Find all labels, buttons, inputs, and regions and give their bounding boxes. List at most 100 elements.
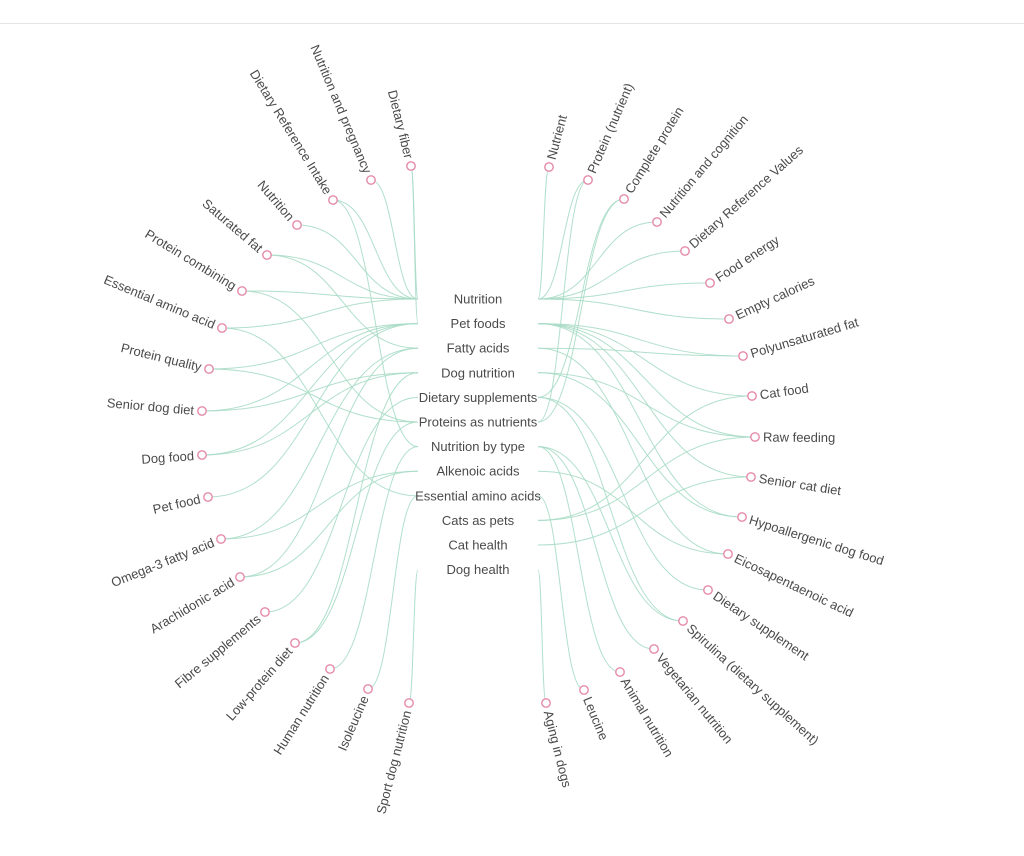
node-dot-dietary-reference-intake[interactable]: [328, 195, 338, 205]
node-dot-fibre-supplements[interactable]: [260, 607, 270, 617]
node-dot-nutrition[interactable]: [292, 220, 302, 230]
node-label[interactable]: Arachidonic acid: [147, 575, 237, 637]
node-label[interactable]: Senior dog diet: [106, 395, 195, 418]
node-nutrition-and-pregnancy[interactable]: Nutrition and pregnancy: [307, 42, 375, 176]
node-protein-quality[interactable]: Protein quality: [119, 340, 203, 374]
node-label[interactable]: Protein quality: [119, 340, 203, 374]
node-saturated-fat[interactable]: Saturated fat: [199, 196, 266, 256]
node-dietary-reference-intake[interactable]: Dietary Reference Intake: [247, 67, 335, 197]
hub-cat-health[interactable]: Cat health: [448, 538, 507, 553]
node-arachidonic-acid[interactable]: Arachidonic acid: [147, 575, 237, 637]
node-dot-protein-nutrient[interactable]: [583, 175, 593, 185]
node-label[interactable]: Hypoallergenic dog food: [747, 512, 885, 568]
node-dietary-fiber[interactable]: Dietary fiber: [385, 88, 417, 160]
node-label[interactable]: Human nutrition: [270, 672, 332, 758]
node-fibre-supplements[interactable]: Fibre supplements: [172, 611, 264, 691]
hub-dietary-supplements[interactable]: Dietary supplements: [419, 390, 538, 405]
node-human-nutrition[interactable]: Human nutrition: [270, 672, 332, 758]
node-dot-pet-food[interactable]: [203, 492, 213, 502]
hub-nutrition[interactable]: Nutrition: [454, 292, 502, 307]
node-label[interactable]: Cat food: [759, 381, 810, 403]
node-label[interactable]: Dog food: [141, 448, 195, 467]
node-label[interactable]: Senior cat diet: [758, 471, 843, 498]
hub-fatty-acids[interactable]: Fatty acids: [447, 341, 510, 356]
hub-dog-health[interactable]: Dog health: [447, 562, 510, 577]
node-spirulina-dietary-supplement[interactable]: Spirulina (dietary supplement): [684, 621, 822, 748]
node-dot-cat-food[interactable]: [747, 391, 757, 401]
node-label[interactable]: Raw feeding: [763, 430, 835, 446]
hub-nutrition-by-type[interactable]: Nutrition by type: [431, 439, 525, 454]
node-dot-essential-amino-acid[interactable]: [217, 323, 227, 333]
node-pet-food[interactable]: Pet food: [151, 491, 202, 516]
node-dot-animal-nutrition[interactable]: [615, 667, 625, 677]
node-label[interactable]: Pet food: [151, 491, 202, 516]
node-label[interactable]: Omega-3 fatty acid: [109, 535, 216, 590]
node-label[interactable]: Animal nutrition: [618, 675, 677, 760]
node-food-energy[interactable]: Food energy: [713, 232, 783, 285]
node-nutrient[interactable]: Nutrient: [544, 113, 570, 161]
node-omega-3-fatty-acid[interactable]: Omega-3 fatty acid: [109, 535, 216, 590]
node-label[interactable]: Protein combining: [142, 226, 239, 293]
node-animal-nutrition[interactable]: Animal nutrition: [618, 675, 677, 760]
node-dot-dietary-reference-values[interactable]: [680, 246, 690, 256]
node-sport-dog-nutrition[interactable]: Sport dog nutrition: [373, 709, 414, 816]
node-cat-food[interactable]: Cat food: [759, 381, 810, 403]
node-label[interactable]: Low-protein diet: [223, 644, 296, 724]
node-protein-combining[interactable]: Protein combining: [142, 226, 239, 293]
node-label[interactable]: Protein (nutrient): [584, 81, 636, 176]
node-label[interactable]: Dietary fiber: [385, 88, 417, 160]
node-label[interactable]: Nutrient: [544, 113, 570, 161]
node-label[interactable]: Dietary Reference Intake: [247, 67, 335, 197]
node-label[interactable]: Spirulina (dietary supplement): [684, 621, 822, 748]
node-dot-dietary-fiber[interactable]: [406, 161, 416, 171]
node-label[interactable]: Fibre supplements: [172, 611, 264, 691]
node-senior-dog-diet[interactable]: Senior dog diet: [106, 395, 195, 418]
node-dot-arachidonic-acid[interactable]: [235, 572, 245, 582]
node-protein-nutrient[interactable]: Protein (nutrient): [584, 81, 636, 176]
node-label[interactable]: Empty calories: [733, 273, 817, 323]
node-label[interactable]: Leucine: [580, 695, 611, 743]
node-polyunsaturated-fat[interactable]: Polyunsaturated fat: [749, 314, 861, 360]
node-label[interactable]: Essential amino acid: [102, 272, 218, 332]
node-low-protein-diet[interactable]: Low-protein diet: [223, 644, 296, 724]
node-dot-sport-dog-nutrition[interactable]: [404, 698, 414, 708]
hub-alkenoic-acids[interactable]: Alkenoic acids: [436, 464, 520, 479]
hub-dog-nutrition[interactable]: Dog nutrition: [441, 365, 515, 380]
node-dot-dietary-supplement[interactable]: [703, 585, 713, 595]
node-nutrition[interactable]: Nutrition: [254, 177, 297, 223]
node-label[interactable]: Saturated fat: [199, 196, 266, 256]
node-dot-empty-calories[interactable]: [724, 314, 734, 324]
node-dot-dog-food[interactable]: [197, 450, 207, 460]
node-dot-saturated-fat[interactable]: [262, 250, 272, 260]
node-dot-human-nutrition[interactable]: [325, 664, 335, 674]
node-dot-nutrient[interactable]: [544, 162, 554, 172]
node-dot-polyunsaturated-fat[interactable]: [738, 351, 748, 361]
node-complete-protein[interactable]: Complete protein: [622, 104, 687, 196]
node-dot-food-energy[interactable]: [705, 278, 715, 288]
node-aging-in-dogs[interactable]: Aging in dogs: [541, 709, 575, 790]
node-label[interactable]: Sport dog nutrition: [373, 709, 414, 816]
node-dot-omega-3-fatty-acid[interactable]: [216, 534, 226, 544]
node-label[interactable]: Food energy: [713, 232, 783, 285]
node-dot-senior-cat-diet[interactable]: [746, 472, 756, 482]
node-raw-feeding[interactable]: Raw feeding: [763, 430, 835, 446]
node-empty-calories[interactable]: Empty calories: [733, 273, 817, 323]
node-senior-cat-diet[interactable]: Senior cat diet: [758, 471, 843, 498]
node-label[interactable]: Nutrition: [254, 177, 297, 223]
node-dot-protein-combining[interactable]: [237, 286, 247, 296]
node-dot-vegetarian-nutrition[interactable]: [649, 644, 659, 654]
node-isoleucine[interactable]: Isoleucine: [335, 693, 372, 753]
node-dot-nutrition-and-cognition[interactable]: [652, 217, 662, 227]
node-dot-hypoallergenic-dog-food[interactable]: [737, 512, 747, 522]
node-dot-low-protein-diet[interactable]: [290, 638, 300, 648]
node-hypoallergenic-dog-food[interactable]: Hypoallergenic dog food: [747, 512, 885, 568]
node-dot-raw-feeding[interactable]: [750, 432, 760, 442]
hub-essential-amino-acids[interactable]: Essential amino acids: [415, 488, 541, 503]
node-dot-leucine[interactable]: [579, 685, 589, 695]
node-dot-nutrition-and-pregnancy[interactable]: [366, 175, 376, 185]
node-label[interactable]: Complete protein: [622, 104, 687, 196]
node-label[interactable]: Aging in dogs: [541, 709, 575, 790]
node-leucine[interactable]: Leucine: [580, 695, 611, 743]
node-dot-isoleucine[interactable]: [363, 684, 373, 694]
node-label[interactable]: Polyunsaturated fat: [749, 314, 861, 360]
